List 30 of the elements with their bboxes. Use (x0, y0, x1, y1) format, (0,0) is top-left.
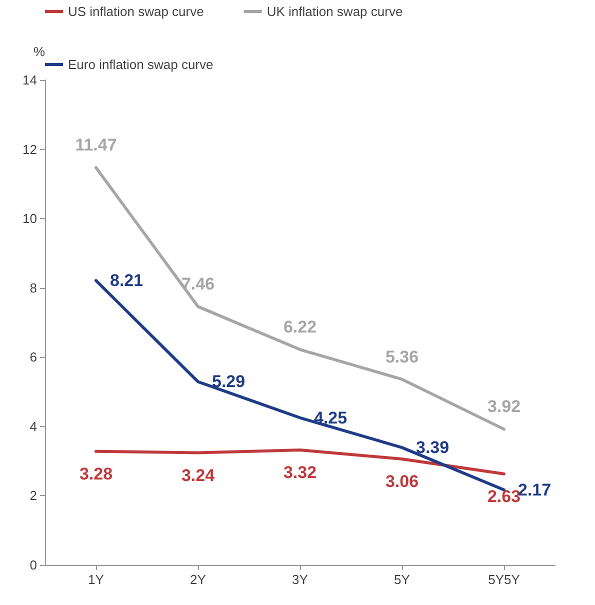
x-tick-label: 2Y (190, 572, 206, 587)
legend-label: Euro inflation swap curve (68, 57, 214, 72)
legend-label: US inflation swap curve (68, 4, 204, 19)
data-label: 3.24 (181, 466, 216, 485)
y-tick-label: 14 (22, 72, 37, 88)
data-label: 6.22 (283, 318, 317, 337)
x-tick-label: 5Y5Y (488, 572, 520, 587)
y-tick-label: 8 (30, 280, 37, 296)
data-label: 8.21 (110, 271, 144, 290)
y-tick-label: 6 (30, 350, 37, 365)
data-label: 3.32 (283, 462, 317, 482)
data-label: 3.39 (416, 438, 450, 458)
data-label: 11.47 (75, 136, 117, 155)
data-label: 3.92 (487, 397, 521, 416)
x-tick-label: 3Y (292, 572, 308, 587)
data-label: 5.29 (212, 372, 246, 392)
legend-label: UK inflation swap curve (266, 4, 403, 19)
data-label: 4.25 (314, 408, 348, 428)
y-tick-label: 0 (30, 558, 37, 572)
y-tick-label: 12 (22, 142, 37, 157)
data-label: 3.06 (385, 472, 419, 491)
data-label: 7.46 (181, 274, 215, 294)
x-tick-label: 5Y (394, 572, 410, 587)
y-axis-title: % (33, 44, 46, 59)
x-tick-label: 1Y (88, 572, 104, 587)
y-tick-label: 4 (30, 418, 37, 434)
y-tick-label: 10 (22, 211, 37, 226)
data-label: 5.36 (385, 347, 419, 366)
data-label: 3.28 (79, 464, 113, 484)
y-tick-label: 2 (30, 488, 37, 504)
